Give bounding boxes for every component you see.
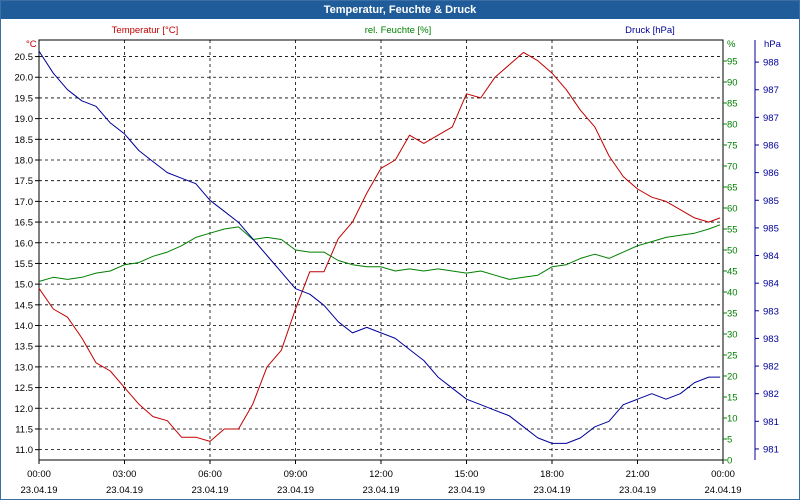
left-axis-unit: °C [26,39,37,50]
x-tick-label-time: 00:00 [27,469,51,480]
left-tick-label: 19.5 [15,93,34,104]
x-tick-label-date: 23.04.19 [192,485,229,496]
right2-tick-label: 983 [763,306,779,317]
humidity-series-line [38,224,721,282]
right2-tick-label: 987 [763,113,779,124]
x-tick-label-date: 23.04.19 [277,485,314,496]
right2-tick-label: 983 [763,334,779,345]
left-axis-label: Temperatur [°C] [112,25,179,36]
right2-tick-label: 985 [763,196,779,207]
right1-tick-label: 80 [727,120,738,131]
right1-tick-label: 55 [727,225,738,236]
x-tick-label-time: 18:00 [540,469,564,480]
left-tick-label: 13.5 [15,342,34,353]
left-tick-label: 15.0 [15,280,34,291]
x-tick-label-date: 23.04.19 [619,485,656,496]
right1-axis-label: rel. Feuchte [%] [365,25,432,36]
left-tick-label: 11.0 [15,445,33,456]
right2-tick-label: 981 [763,417,779,428]
x-tick-label-time: 21:00 [626,469,650,480]
x-tick-label-date: 23.04.19 [21,485,58,496]
right1-tick-label: 60 [727,204,738,215]
right2-axis-label: Druck [hPa] [625,25,675,36]
x-tick-label-time: 06:00 [198,469,222,480]
right1-tick-label: 95 [727,57,738,68]
right1-tick-label: 25 [727,351,738,362]
axes-layer [35,39,759,464]
left-tick-label: 11.5 [15,424,33,435]
x-tick-label-time: 00:00 [711,469,735,480]
right2-tick-label: 984 [763,279,779,290]
pressure-series-line [38,50,721,444]
left-tick-label: 20.5 [15,52,34,63]
temperature-series-line [38,51,721,442]
labels-layer: 20.5 20.0 19.5 19.0 18.5 18.0 17.5 17.0 16.5 16.0… [15,25,782,496]
left-tick-label: 17.5 [15,176,34,187]
right1-tick-label: 20 [727,372,738,383]
right2-axis-unit: hPa [764,39,782,50]
x-tick-label-date: 23.04.19 [534,485,571,496]
x-tick-label-date: 24.04.19 [705,485,742,496]
right2-tick-label: 985 [763,223,779,234]
right1-tick-label: 85 [727,99,738,110]
right1-tick-label: 40 [727,288,738,299]
right2-tick-label: 982 [763,389,779,400]
right2-tick-label: 986 [763,168,779,179]
right1-tick-label: 70 [727,162,738,173]
left-tick-label: 12.0 [15,404,34,415]
left-tick-label: 13.0 [15,362,34,373]
right1-axis-unit: % [727,39,736,50]
right1-tick-label: 5 [727,435,732,446]
right2-tick-label: 986 [763,141,779,152]
right2-tick-label: 981 [763,444,779,455]
left-tick-label: 16.5 [15,218,34,229]
right2-tick-label: 984 [763,251,779,262]
left-tick-label: 16.0 [15,238,34,249]
left-tick-label: 19.0 [15,114,34,125]
x-tick-label-time: 09:00 [284,469,308,480]
left-tick-label: 17.0 [15,197,34,208]
right1-tick-label: 90 [727,78,738,89]
right2-tick-label: 982 [763,362,779,373]
x-tick-label-time: 15:00 [455,469,479,480]
x-tick-label-time: 12:00 [369,469,393,480]
left-tick-label: 18.0 [15,156,34,167]
right1-tick-label: 50 [727,246,738,257]
series-layer [38,50,721,444]
right2-tick-label: 988 [763,58,779,69]
left-tick-label: 12.5 [15,383,34,394]
right1-tick-label: 30 [727,330,738,341]
right1-tick-label: 75 [727,141,738,152]
right1-tick-label: 65 [727,183,738,194]
x-tick-label-date: 23.04.19 [106,485,143,496]
x-tick-label-time: 03:00 [113,469,137,480]
right1-tick-label: 35 [727,309,738,320]
x-tick-label-date: 23.04.19 [448,485,485,496]
right1-tick-label: 45 [727,267,738,278]
left-tick-label: 20.0 [15,73,34,84]
right2-tick-label: 987 [763,85,779,96]
chart-title: Temperatur, Feuchte & Druck [1,1,799,19]
left-tick-label: 14.5 [15,300,34,311]
left-tick-label: 18.5 [15,135,34,146]
right1-tick-label: 15 [727,393,738,404]
right1-tick-label: 10 [727,414,738,425]
left-tick-label: 15.5 [15,259,34,270]
right1-tick-label: 0 [727,456,732,467]
left-tick-label: 14.0 [15,321,34,332]
x-tick-label-date: 23.04.19 [363,485,400,496]
grid-layer [39,40,723,460]
